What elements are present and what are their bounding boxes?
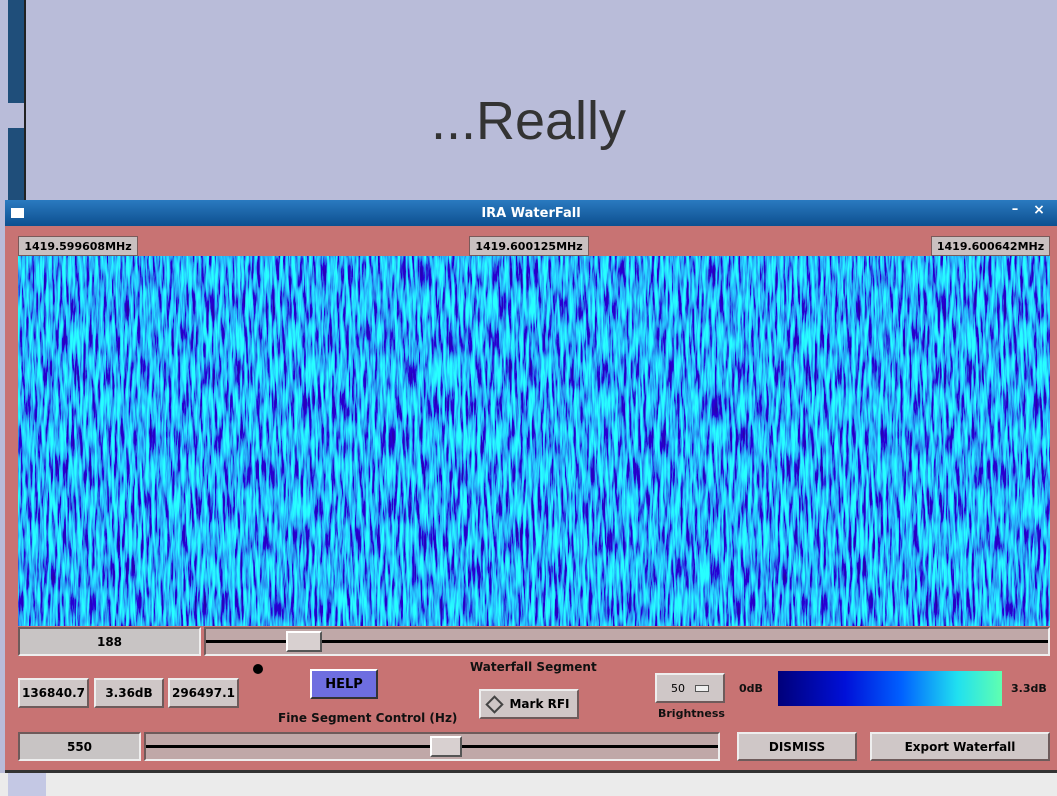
mark-rfi-button[interactable]: Mark RFI bbox=[479, 689, 579, 719]
slider-thumb[interactable] bbox=[430, 736, 462, 757]
help-button[interactable]: HELP bbox=[310, 669, 378, 699]
colorbar-min: 0dB bbox=[739, 682, 763, 695]
colorbar bbox=[778, 671, 1002, 706]
readout: 296497.1 bbox=[168, 678, 239, 708]
window-menu-icon[interactable] bbox=[11, 208, 24, 218]
brightness-control[interactable]: 50 bbox=[655, 673, 725, 703]
readout: 136840.7 bbox=[18, 678, 89, 708]
segment-slider[interactable] bbox=[204, 627, 1050, 656]
brightness-value: 50 bbox=[671, 682, 685, 695]
fine-control-label: Fine Segment Control (Hz) bbox=[278, 711, 457, 725]
export-button[interactable]: Export Waterfall bbox=[870, 732, 1050, 761]
waterfall-display bbox=[18, 256, 1050, 626]
readout: 3.36dB bbox=[94, 678, 164, 708]
fine-value: 550 bbox=[18, 732, 141, 761]
screen: ...Really IRA WaterFall – × 1419.599608M… bbox=[0, 0, 1057, 796]
segment-value: 188 bbox=[18, 627, 201, 656]
slider-thumb[interactable] bbox=[286, 631, 322, 652]
mark-rfi-label: Mark RFI bbox=[509, 697, 569, 711]
close-button[interactable]: × bbox=[1028, 202, 1050, 224]
window-title: IRA WaterFall bbox=[481, 206, 580, 221]
slide-title: ...Really bbox=[0, 90, 1057, 152]
fine-slider[interactable] bbox=[144, 732, 720, 761]
brightness-label: Brightness bbox=[658, 707, 725, 720]
slide-edge bbox=[8, 0, 24, 103]
title-bar: IRA WaterFall bbox=[5, 200, 1057, 226]
colorbar-max: 3.3dB bbox=[1011, 682, 1047, 695]
status-indicator bbox=[253, 664, 263, 674]
frequency-label: 1419.600642MHz bbox=[931, 236, 1050, 256]
minimize-button[interactable]: – bbox=[1004, 202, 1026, 224]
frequency-label: 1419.599608MHz bbox=[18, 236, 138, 256]
segment-label: Waterfall Segment bbox=[470, 660, 597, 674]
dismiss-button[interactable]: DISMISS bbox=[737, 732, 857, 761]
frequency-label: 1419.600125MHz bbox=[469, 236, 589, 256]
taskbar-item bbox=[8, 773, 46, 796]
taskbar bbox=[0, 773, 1057, 796]
